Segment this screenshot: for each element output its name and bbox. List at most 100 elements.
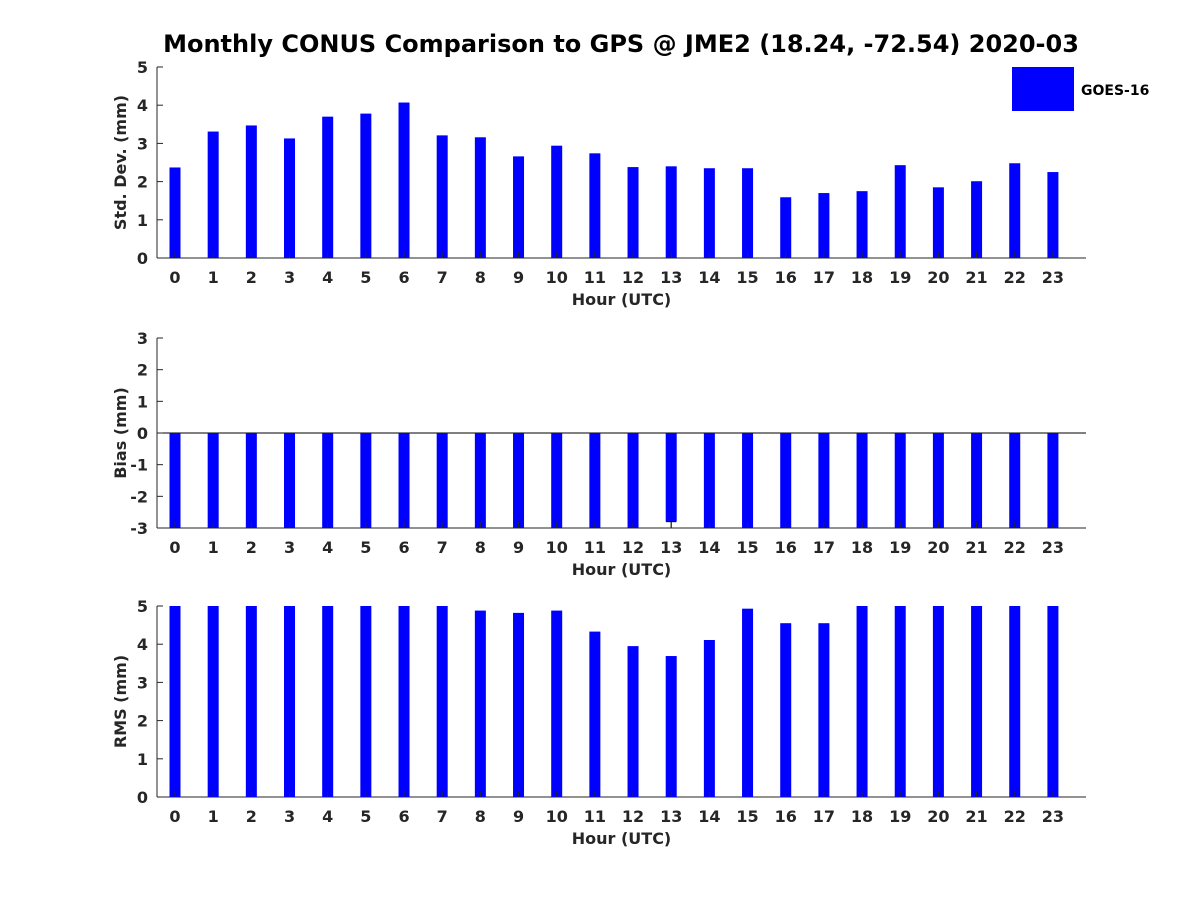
y-tick-label: 1	[137, 211, 148, 230]
y-tick-label: 3	[137, 673, 148, 692]
y-axis-label: Std. Dev. (mm)	[111, 95, 130, 230]
y-tick-label: 2	[137, 173, 148, 192]
x-tick-label: 9	[513, 807, 524, 826]
y-tick-label: -1	[130, 456, 148, 475]
x-tick-label: 16	[775, 268, 797, 287]
x-tick-label: 11	[584, 268, 606, 287]
y-tick-label: 3	[137, 329, 148, 348]
x-tick-label: 22	[1004, 538, 1026, 557]
y-tick-label: 5	[137, 597, 148, 616]
bar	[284, 606, 296, 797]
x-tick-label: 15	[736, 807, 758, 826]
bar	[703, 168, 715, 258]
x-tick-label: 11	[584, 538, 606, 557]
x-tick-label: 6	[398, 268, 409, 287]
x-tick-label: 10	[546, 538, 568, 557]
x-tick-label: 18	[851, 538, 873, 557]
bar	[474, 433, 486, 528]
x-tick-label: 11	[584, 807, 606, 826]
x-tick-label: 13	[660, 538, 682, 557]
bar	[360, 113, 372, 258]
x-tick-label: 21	[965, 538, 987, 557]
bar	[551, 145, 563, 258]
bar	[436, 135, 448, 258]
x-tick-label: 19	[889, 807, 911, 826]
x-tick-label: 1	[208, 538, 219, 557]
bar	[703, 639, 715, 797]
y-tick-label: 3	[137, 134, 148, 153]
x-tick-label: 15	[736, 538, 758, 557]
y-axis-label: RMS (mm)	[111, 655, 130, 748]
x-tick-label: 21	[965, 268, 987, 287]
bar	[551, 610, 563, 797]
bar	[1009, 433, 1021, 528]
x-tick-label: 23	[1042, 538, 1064, 557]
bar	[665, 656, 677, 797]
x-axis-label: Hour (UTC)	[572, 829, 672, 848]
x-tick-label: 17	[813, 538, 835, 557]
x-tick-label: 16	[775, 807, 797, 826]
x-tick-label: 14	[698, 268, 720, 287]
x-tick-label: 3	[284, 538, 295, 557]
bar	[1047, 606, 1059, 797]
x-axis-label: Hour (UTC)	[572, 560, 672, 579]
bar	[856, 191, 868, 258]
bar	[398, 102, 410, 258]
bar	[818, 623, 830, 797]
y-tick-label: -3	[130, 519, 148, 538]
x-tick-label: 13	[660, 268, 682, 287]
bar	[322, 116, 334, 258]
x-tick-label: 10	[546, 268, 568, 287]
x-tick-label: 10	[546, 807, 568, 826]
x-tick-label: 4	[322, 538, 333, 557]
bar	[474, 137, 486, 258]
y-tick-label: 5	[137, 58, 148, 77]
bar	[207, 131, 219, 258]
bar	[627, 433, 639, 528]
y-tick-label: 1	[137, 750, 148, 769]
bar	[971, 181, 983, 258]
x-tick-label: 3	[284, 268, 295, 287]
x-tick-label: 12	[622, 268, 644, 287]
x-tick-label: 4	[322, 268, 333, 287]
x-tick-label: 12	[622, 538, 644, 557]
x-tick-label: 23	[1042, 268, 1064, 287]
y-tick-label: 0	[137, 249, 148, 268]
bar	[360, 606, 372, 797]
bar	[551, 433, 563, 528]
bar	[284, 138, 296, 258]
x-tick-label: 0	[169, 807, 180, 826]
y-axis-label: Bias (mm)	[111, 387, 130, 479]
bar	[1047, 433, 1059, 528]
bar	[169, 167, 181, 258]
bar	[474, 610, 486, 797]
bar	[894, 606, 906, 797]
x-tick-label: 20	[927, 807, 949, 826]
legend-label: GOES-16	[1081, 83, 1149, 99]
x-tick-label: 16	[775, 538, 797, 557]
bar	[436, 606, 448, 797]
bar	[589, 433, 601, 528]
bar	[932, 433, 944, 528]
bar	[322, 606, 334, 797]
bar	[971, 606, 983, 797]
bar	[665, 166, 677, 258]
x-tick-label: 12	[622, 807, 644, 826]
legend: GOES-16	[1012, 67, 1149, 111]
bar	[627, 646, 639, 797]
x-tick-label: 7	[437, 268, 448, 287]
bar	[207, 606, 219, 797]
x-tick-label: 13	[660, 807, 682, 826]
x-tick-label: 7	[437, 538, 448, 557]
bar	[780, 623, 792, 797]
bar	[856, 433, 868, 528]
bar	[742, 433, 754, 528]
bar	[245, 433, 257, 528]
x-tick-label: 5	[360, 538, 371, 557]
bar	[818, 193, 830, 258]
bar	[780, 433, 792, 528]
